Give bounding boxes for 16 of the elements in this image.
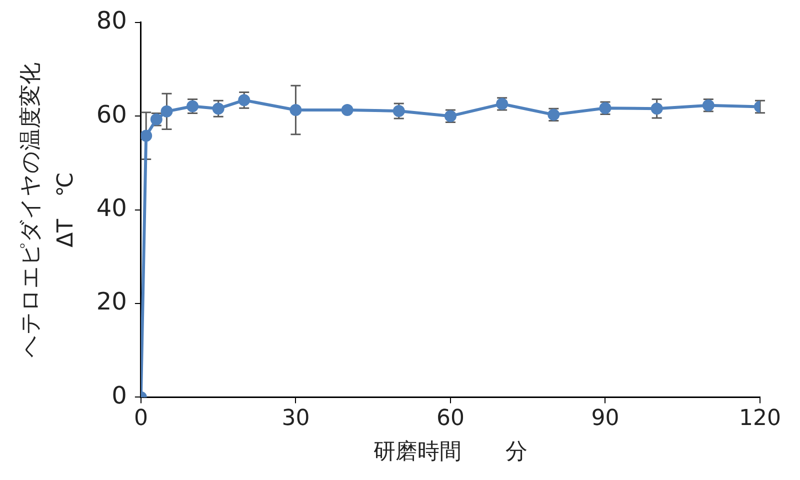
y-tick-label: 40 bbox=[96, 194, 127, 222]
x-axis-title: 研磨時間 分 bbox=[373, 440, 528, 465]
x-tick-label: 0 bbox=[134, 406, 148, 432]
y-tick-label: 20 bbox=[96, 288, 127, 316]
point bbox=[160, 105, 173, 118]
x-tick-label: 120 bbox=[739, 406, 781, 432]
y-tick-label: 60 bbox=[96, 100, 127, 128]
y-tick-label: 0 bbox=[112, 381, 127, 410]
point bbox=[341, 104, 354, 116]
y-axis-title: ヘテロエピダイヤの温度変化 ΔT ℃ bbox=[18, 62, 79, 358]
x-tick-label: 30 bbox=[282, 406, 310, 432]
point bbox=[290, 104, 302, 116]
y-tick-label: 80 bbox=[96, 6, 127, 35]
x-tick-label: 90 bbox=[591, 406, 620, 432]
x-tick-label: 60 bbox=[436, 406, 464, 432]
point bbox=[650, 102, 663, 115]
